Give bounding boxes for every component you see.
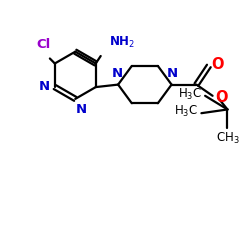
- Text: N: N: [76, 103, 87, 116]
- Text: Cl: Cl: [36, 38, 51, 51]
- Text: N: N: [111, 67, 122, 80]
- Text: O: O: [216, 90, 228, 104]
- Text: N: N: [167, 67, 178, 80]
- Text: H$_3$C: H$_3$C: [178, 87, 202, 102]
- Text: H$_3$C: H$_3$C: [174, 104, 199, 120]
- Text: NH$_2$: NH$_2$: [110, 35, 135, 50]
- Text: CH$_3$: CH$_3$: [216, 131, 239, 146]
- Text: N: N: [39, 80, 50, 93]
- Text: O: O: [211, 57, 224, 72]
